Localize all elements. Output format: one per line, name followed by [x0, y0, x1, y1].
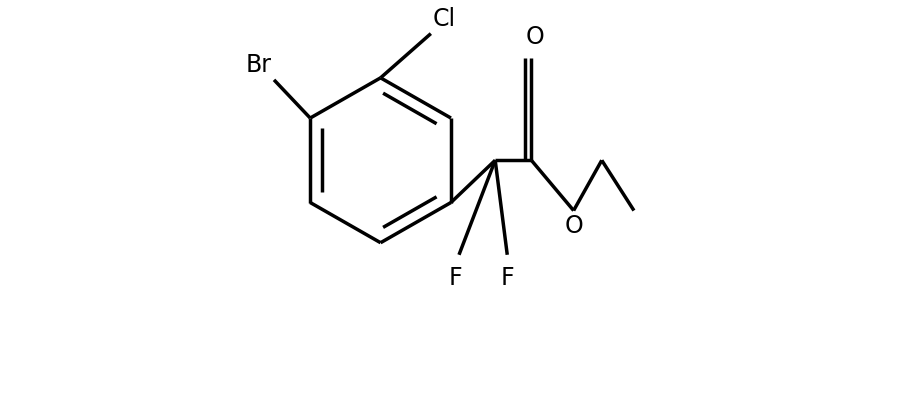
Text: F: F — [448, 265, 462, 289]
Text: O: O — [525, 25, 544, 49]
Text: O: O — [565, 214, 583, 238]
Text: Cl: Cl — [433, 7, 456, 31]
Text: Br: Br — [246, 53, 272, 76]
Text: F: F — [500, 265, 514, 289]
